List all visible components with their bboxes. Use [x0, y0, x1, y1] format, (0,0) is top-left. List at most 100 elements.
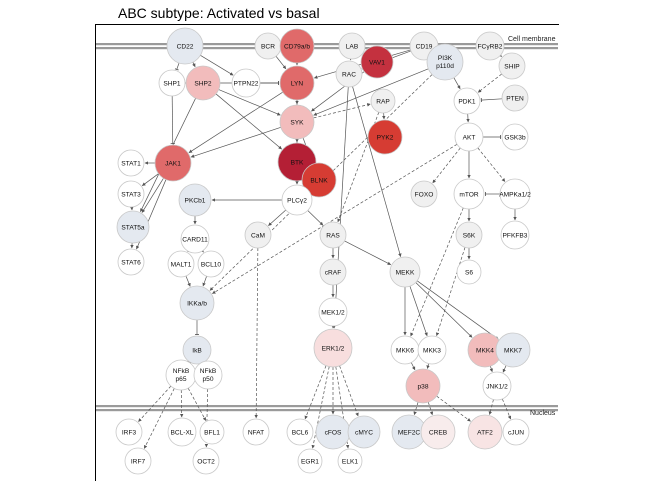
node-lab[interactable]: LAB	[339, 33, 365, 59]
node-cd79ab[interactable]: CD79a/b	[280, 29, 314, 63]
node-cd22[interactable]: CD22	[167, 28, 203, 64]
node-label: mTOR	[459, 191, 479, 198]
node-bcl10[interactable]: BCL10	[198, 251, 224, 277]
node-plcy2[interactable]: PLCγ2	[282, 185, 312, 215]
node-irf3[interactable]: IRF3	[116, 419, 142, 445]
node-syk[interactable]: SYK	[280, 105, 314, 139]
node-shp2[interactable]: SHP2	[186, 66, 220, 100]
node-ikb[interactable]: IkB	[183, 336, 211, 364]
node-label: VAV1	[369, 59, 385, 66]
edge-CD22-SHP1	[177, 63, 179, 70]
node-label: MKK7	[504, 347, 522, 354]
node-label: SHIP	[504, 63, 520, 70]
node-label: IRF7	[131, 458, 146, 465]
node-vav1[interactable]: VAV1	[361, 46, 393, 78]
node-cmyc[interactable]: cMYC	[348, 416, 380, 448]
edge-PI3K-PDK1	[454, 78, 460, 89]
edge-CD22-SHP2	[193, 62, 195, 67]
node-label: MKK3	[423, 347, 441, 354]
node-lyn[interactable]: LYN	[280, 66, 314, 100]
node-akt[interactable]: AKT	[455, 123, 483, 151]
node-mek12[interactable]: MEK1/2	[319, 298, 347, 326]
node-s6[interactable]: S6	[457, 260, 481, 284]
node-bfl1[interactable]: BFL1	[200, 420, 224, 444]
node-stat5a[interactable]: STAT5a	[117, 211, 149, 243]
node-malt1[interactable]: MALT1	[168, 251, 194, 277]
node-creb[interactable]: CREB	[421, 415, 455, 449]
node-jnk12[interactable]: JNK1/2	[483, 372, 511, 400]
node-s6k[interactable]: S6K	[456, 222, 482, 248]
node-mkk7[interactable]: MKK7	[496, 333, 530, 367]
node-nfat[interactable]: NFAT	[243, 419, 269, 445]
cell-membrane-label: Cell membrane	[508, 36, 556, 43]
node-pkcb1[interactable]: PKCb1	[179, 184, 211, 216]
node-oct2[interactable]: OCT2	[193, 448, 219, 474]
node-mekk[interactable]: MEKK	[390, 257, 420, 287]
node-label: PTPN22	[234, 80, 259, 87]
node-label: RAC	[342, 71, 356, 78]
node-bcr[interactable]: BCR	[255, 33, 281, 59]
edge-RAC-MEKK	[353, 87, 401, 257]
node-label: CD19	[416, 43, 433, 50]
node-ptpn22[interactable]: PTPN22	[232, 69, 260, 97]
node-ampka12[interactable]: AMPKa1/2	[499, 179, 531, 209]
node-foxo[interactable]: FOXO	[411, 181, 437, 207]
edge-MEKK-MKK4	[416, 282, 472, 337]
node-label: BCL10	[201, 261, 221, 268]
node-cam[interactable]: CaM	[245, 222, 271, 248]
node-pdk1[interactable]: PDK1	[454, 88, 480, 114]
node-pten[interactable]: PTEN	[502, 85, 528, 111]
node-irf7[interactable]: IRF7	[125, 448, 151, 474]
node-mkk6[interactable]: MKK6	[391, 336, 419, 364]
node-stat6[interactable]: STAT6	[118, 249, 144, 275]
node-mtor[interactable]: mTOR	[454, 179, 484, 209]
node-mkk3[interactable]: MKK3	[418, 336, 446, 364]
node-cfos[interactable]: cFOS	[316, 415, 350, 449]
node-label: CARD11	[182, 236, 208, 243]
node-ship[interactable]: SHIP	[499, 53, 525, 79]
node-pfkfb3[interactable]: PFKFB3	[501, 221, 529, 249]
node-fcgrb2[interactable]: FCγRB2	[476, 32, 504, 60]
node-stat3[interactable]: STAT3	[118, 181, 144, 207]
node-stat1[interactable]: STAT1	[118, 150, 144, 176]
node-label: STAT6	[121, 259, 141, 266]
node-p38[interactable]: p38	[406, 369, 440, 403]
node-shp1[interactable]: SHP1	[159, 70, 185, 96]
edge-SYK-RAP	[314, 104, 371, 118]
node-pyk2[interactable]: PYK2	[368, 120, 402, 154]
node-craf[interactable]: cRAF	[320, 259, 346, 285]
node-card11[interactable]: CARD11	[181, 225, 209, 253]
node-label: FCγRB2	[478, 43, 503, 50]
node-rap[interactable]: RAP	[371, 89, 395, 113]
node-label: MEF2C	[398, 429, 421, 436]
edge-RAS-MEKK	[345, 241, 391, 265]
edge-MKK6-p38	[411, 363, 415, 370]
node-label: S6	[465, 269, 473, 276]
edge-p38-CREB	[428, 402, 432, 415]
node-erk12[interactable]: ERK1/2	[314, 329, 352, 367]
node-label: JAK1	[165, 160, 181, 167]
edge-S6K-MKK3	[437, 247, 465, 335]
node-label: STAT1	[121, 160, 141, 167]
node-ras[interactable]: RAS	[320, 222, 346, 248]
node-bclxl[interactable]: BCL-XL	[168, 418, 196, 446]
node-rac[interactable]: RAC	[336, 61, 362, 87]
edge-MKK4-JNK12	[490, 366, 492, 372]
node-egr1[interactable]: EGR1	[298, 449, 322, 473]
node-ikkab[interactable]: IKKa/b	[180, 286, 214, 320]
node-label: ATF2	[477, 429, 493, 436]
node-atf2[interactable]: ATF2	[468, 415, 502, 449]
node-bcl6[interactable]: BCL6	[287, 419, 313, 445]
node-label: STAT3	[121, 191, 141, 198]
node-elk1[interactable]: ELK1	[338, 449, 362, 473]
edge-BCR-LYN	[276, 56, 286, 69]
node-gsk3b[interactable]: GSK3b	[502, 124, 528, 150]
node-jak1[interactable]: JAK1	[155, 145, 191, 181]
edge-RAC-ERK12	[334, 87, 348, 328]
node-cjun[interactable]: cJUN	[503, 419, 529, 445]
node-label: SHP1	[163, 80, 181, 87]
node-label: BCL-XL	[170, 429, 193, 436]
